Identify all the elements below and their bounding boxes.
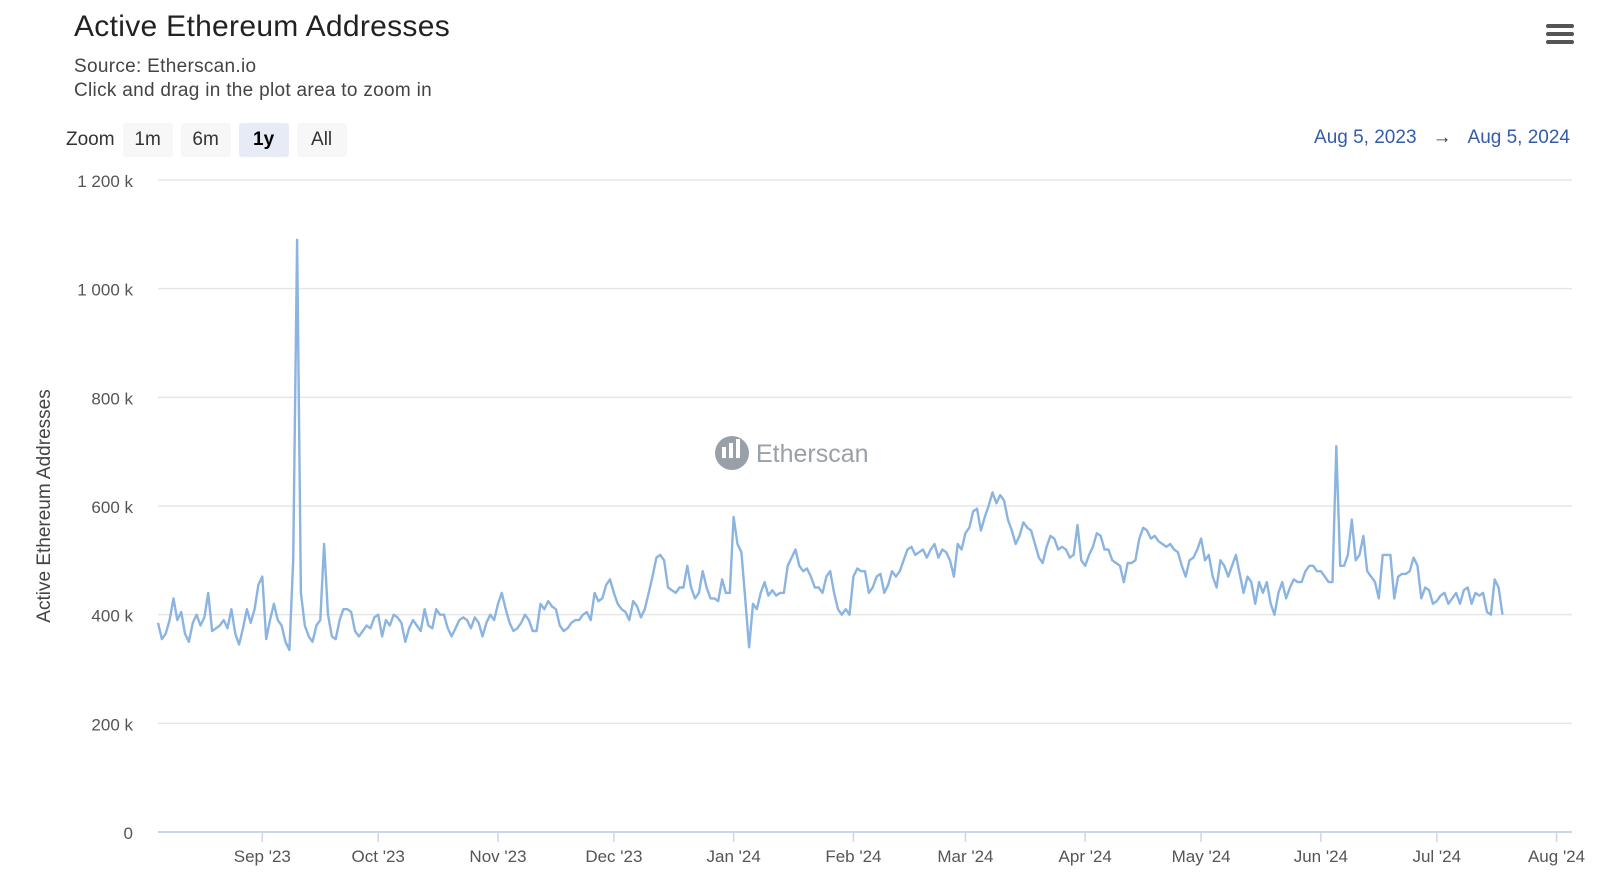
x-tick-label: Apr '24 [1059,847,1112,866]
range-from-input[interactable]: Aug 5, 2023 [1314,127,1417,148]
series-line [156,238,1504,652]
chart-source: Source: Etherscan.io [74,56,257,77]
logo-bar [729,443,733,458]
x-tick-label: Oct '23 [352,847,405,866]
x-tick-label: Aug '24 [1528,847,1585,866]
chart-hint: Click and drag in the plot area to zoom … [74,80,432,101]
x-axis: Sep '23 Oct '23 Nov '23 Dec '23 Jan '24 Feb '… [158,831,1585,866]
watermark-text: Etherscan [756,440,869,468]
logo-bar [722,447,726,458]
x-tick-label: Jun '24 [1294,847,1348,866]
hamburger-menu-icon[interactable] [1546,24,1574,48]
x-tick-label: Jan '24 [706,847,760,866]
x-tick-label: Feb '24 [825,847,881,866]
watermark: Etherscan [715,436,869,470]
menu-bar [1546,32,1574,36]
y-tick-label: 200 k [91,715,133,734]
y-tick-label: 800 k [91,389,133,408]
zoom-label: Zoom [66,129,115,150]
menu-bar [1546,24,1574,28]
x-tick-label: Dec '23 [585,847,642,866]
x-tick-label: May '24 [1172,847,1231,866]
y-axis: 0 200 k 400 k 600 k 800 k 1 000 k 1 200 k [77,172,133,843]
zoom-all-button[interactable]: All [296,123,347,157]
y-tick-label: 1 000 k [77,281,133,300]
y-tick-label: 1 200 k [77,172,133,191]
x-tick-label: Sep '23 [234,847,291,866]
range-arrow: → [1432,127,1452,148]
range-to-input[interactable]: Aug 5, 2024 [1467,127,1570,148]
y-tick-label: 600 k [91,498,133,517]
menu-bar [1546,40,1574,44]
y-tick-label: 400 k [91,607,133,626]
grid-lines [158,179,1572,725]
x-tick-label: Mar '24 [937,847,993,866]
date-range: Aug 5, 2023 → Aug 5, 2024 [1314,127,1570,149]
zoom-1y-button[interactable]: 1y [238,123,289,157]
y-tick-label: 0 [124,824,133,843]
x-tick-label: Jul '24 [1412,847,1461,866]
logo-bar [736,439,740,458]
zoom-6m-button[interactable]: 6m [180,123,231,157]
chart-title: Active Ethereum Addresses [74,10,451,43]
y-axis-label: Active Ethereum Addresses [34,389,55,622]
x-tick-label: Nov '23 [469,847,526,866]
zoom-1m-button[interactable]: 1m [122,123,173,157]
zoom-selector: Zoom 1m 6m 1y All [66,122,355,158]
